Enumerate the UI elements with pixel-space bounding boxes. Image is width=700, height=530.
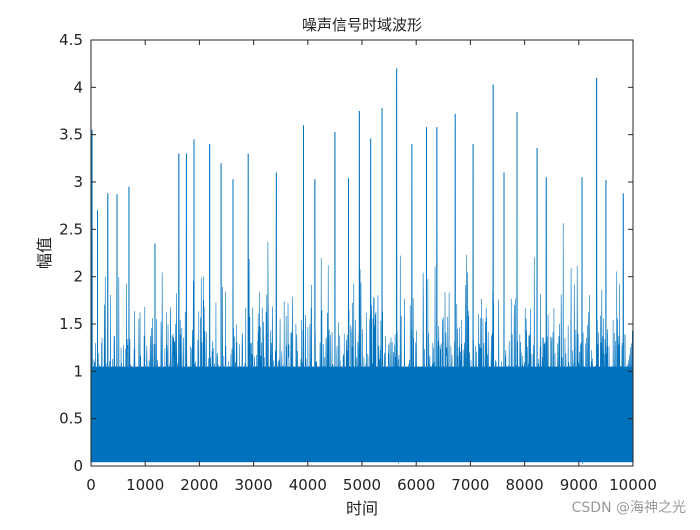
x-tick-label: 5000 (343, 476, 381, 494)
x-tick-label: 3000 (235, 476, 273, 494)
x-axis-title: 时间 (346, 499, 378, 518)
y-tick-label: 0.5 (59, 410, 83, 428)
x-tick-label: 10000 (609, 476, 657, 494)
y-tick-label: 1 (73, 362, 83, 380)
y-tick-label: 0 (73, 457, 83, 475)
x-tick-label: 2000 (180, 476, 218, 494)
x-tick-label: 0 (86, 476, 96, 494)
signal-layer (90, 68, 634, 465)
y-tick-label: 2 (73, 268, 83, 286)
x-tick-label: 6000 (397, 476, 435, 494)
y-tick-label: 4 (73, 78, 83, 96)
x-tick-label: 7000 (451, 476, 489, 494)
chart-title: 噪声信号时域波形 (302, 16, 422, 34)
y-axis-title: 幅值 (35, 237, 54, 269)
y-tick-label: 2.5 (59, 220, 83, 238)
y-tick-label: 3.5 (59, 126, 83, 144)
y-tick-label: 3 (73, 173, 83, 191)
signal-line (90, 68, 634, 465)
x-tick-label: 8000 (506, 476, 544, 494)
x-tick-label: 1000 (126, 476, 164, 494)
y-tick-label: 1.5 (59, 315, 83, 333)
y-tick-label: 4.5 (59, 31, 83, 49)
ticks-layer: 0 1000 2000 3000 4000 5000 6000 7000 8000 9000 100… (59, 31, 657, 494)
watermark: CSDN @海神之光 (572, 500, 686, 516)
x-tick-label: 4000 (289, 476, 327, 494)
x-tick-label: 9000 (560, 476, 598, 494)
